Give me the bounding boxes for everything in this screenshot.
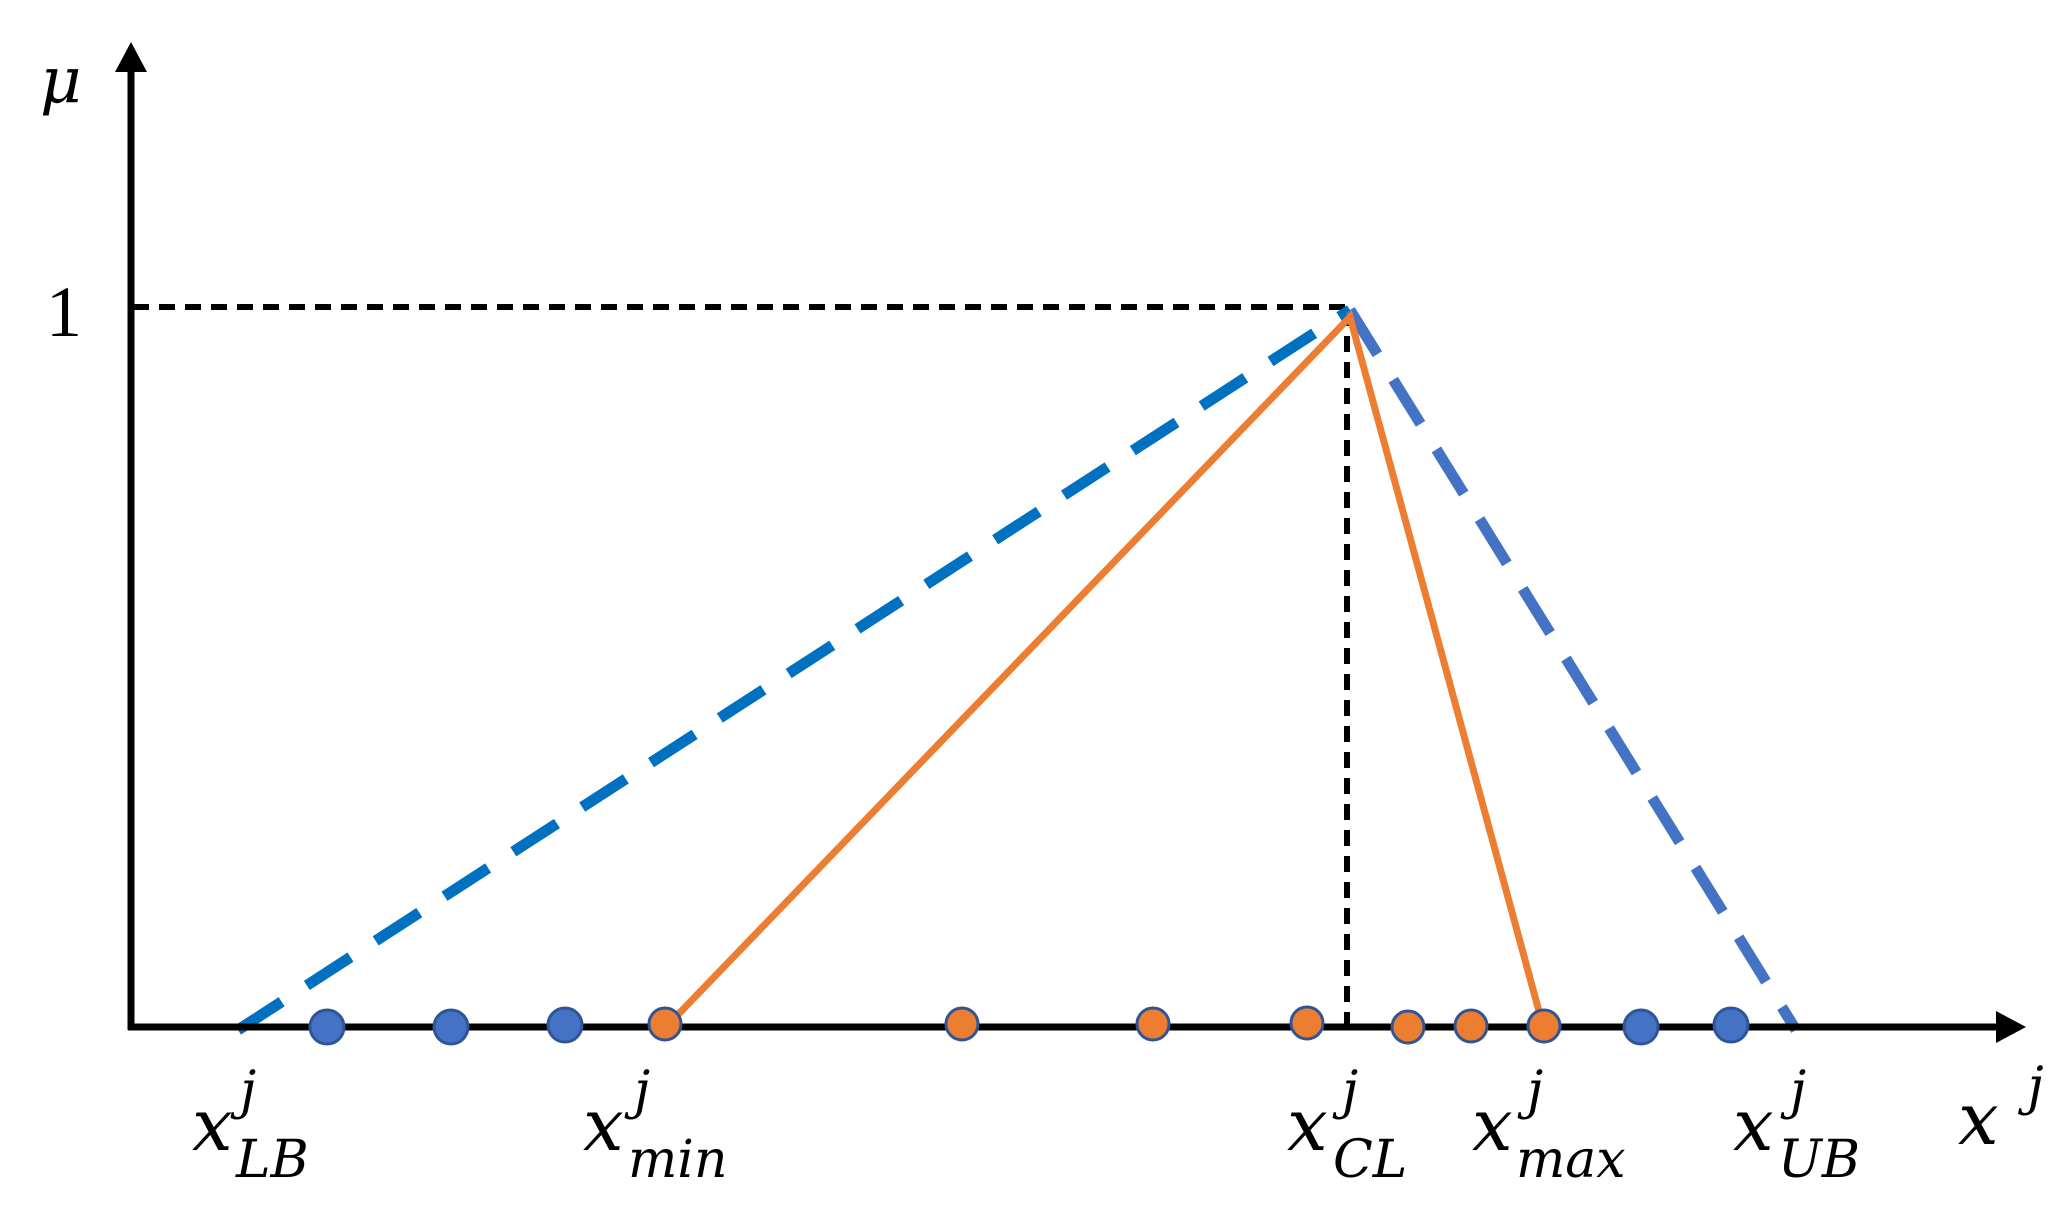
x-ub-base: x: [1733, 1083, 1774, 1167]
dashed-triangle-right-edge: [1345, 307, 1801, 1033]
orange-point: [1453, 1008, 1489, 1044]
orange-point: [1526, 1008, 1562, 1044]
x-lb-sup: j: [230, 1061, 256, 1121]
x-min-sub: min: [628, 1130, 727, 1190]
solid-triangle: [664, 310, 1547, 1029]
x-cl-base: x: [1287, 1083, 1328, 1167]
x-max-sup: j: [1517, 1061, 1543, 1121]
orange-point: [1289, 1005, 1325, 1041]
x-axis-label: x j: [1958, 1057, 2044, 1161]
blue-point: [432, 1008, 470, 1046]
x-lb-base: x: [192, 1083, 233, 1167]
dashed-triangle-left-edge: [235, 305, 1353, 1035]
x-cl-label: x j CL: [1287, 1041, 1407, 1190]
x-max-base: x: [1472, 1083, 1513, 1167]
blue-point: [546, 1006, 584, 1044]
blue-point: [1622, 1008, 1660, 1046]
x-min-sup: j: [624, 1061, 650, 1121]
x-ub-label: x j UB: [1733, 1041, 1860, 1190]
x-max-sub: max: [1516, 1130, 1626, 1190]
y-axis-arrowhead: [115, 42, 147, 72]
tick-label-one: 1: [46, 272, 82, 352]
x-min-label: x j min: [583, 1041, 727, 1190]
x-lb-label: x j LB: [192, 1041, 309, 1190]
blue-point: [1712, 1006, 1750, 1044]
orange-point: [944, 1006, 980, 1042]
orange-points: [647, 1005, 1562, 1045]
x-axis-arrowhead: [1996, 1011, 2026, 1043]
x-axis-label-base: x: [1958, 1077, 1999, 1161]
x-cl-sup: j: [1332, 1061, 1358, 1121]
x-lb-sub: LB: [235, 1130, 309, 1190]
x-cl-sub: CL: [1333, 1130, 1407, 1190]
x-ub-sub: UB: [1778, 1130, 1860, 1190]
blue-points: [308, 1006, 1750, 1046]
blue-point: [308, 1008, 346, 1046]
orange-point: [647, 1006, 683, 1042]
orange-point: [1390, 1009, 1426, 1045]
x-axis-label-sup: j: [2018, 1057, 2044, 1117]
x-max-label: x j max: [1472, 1041, 1626, 1190]
x-min-base: x: [583, 1083, 624, 1167]
orange-point: [1135, 1006, 1171, 1042]
y-axis-label: μ: [40, 44, 82, 118]
x-ub-sup: j: [1780, 1061, 1806, 1121]
